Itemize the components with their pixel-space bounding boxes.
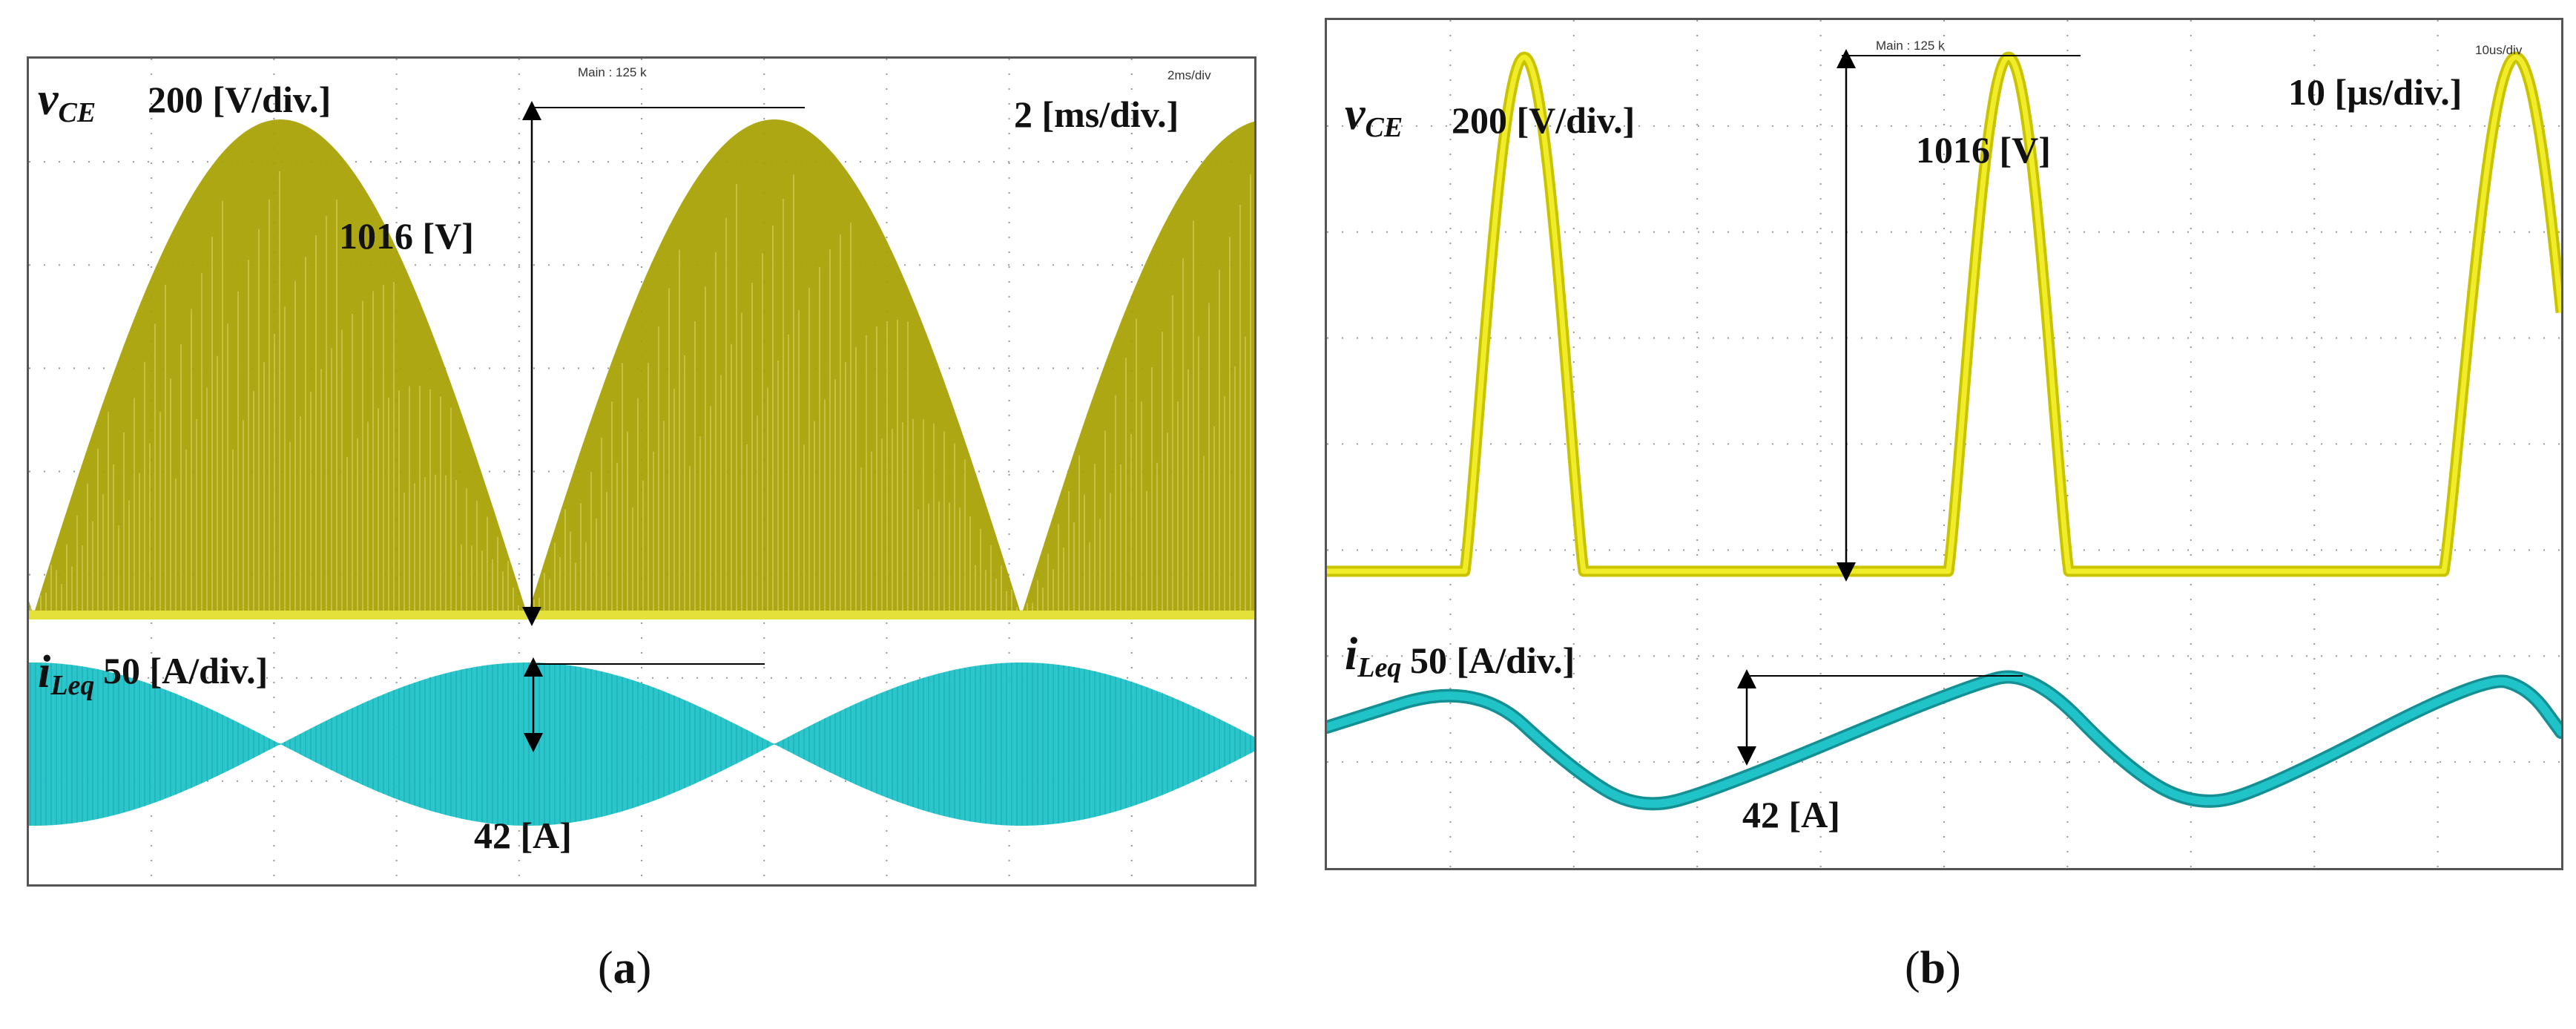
ileq-symbol-sub-b: Leq	[1357, 652, 1402, 683]
ileq-peak-label-b: 42 [A]	[1742, 794, 1840, 835]
ileq-scale-label-a: 50 [A/div.]	[103, 650, 269, 691]
scope-panel-b: Main : 125 k 10us/div vCE 200 [V/div.] 1…	[1325, 18, 2563, 870]
caption-a-letter: a	[613, 943, 636, 993]
timebase-label-b: 10 [µs/div.]	[2288, 71, 2463, 113]
ileq-envelope-a	[29, 663, 1254, 826]
ileq-symbol-base-b: i	[1345, 629, 1358, 680]
vce-symbol-base-a: v	[38, 74, 59, 125]
vce-symbol-sub-b: CE	[1365, 112, 1403, 143]
vce-trace-b	[1327, 54, 2561, 574]
vce-scale-label-b: 200 [V/div.]	[1452, 99, 1635, 141]
vce-envelope-a	[29, 119, 1254, 615]
caption-a: (a)	[598, 943, 652, 993]
vce-scale-label-a: 200 [V/div.]	[148, 79, 332, 120]
ileq-symbol-a: iLeq	[38, 649, 94, 700]
caption-b: (b)	[1905, 943, 1961, 993]
scope-screen-b	[1327, 20, 2561, 868]
vce-baseline-a	[29, 611, 1254, 619]
caption-b-letter: b	[1920, 943, 1946, 993]
vce-peak-label-a: 1016 [V]	[339, 215, 474, 257]
ileq-switching-a	[30, 663, 1251, 826]
scope-screen-a	[29, 59, 1254, 884]
vce-symbol-base-b: v	[1345, 89, 1366, 139]
ileq-peak-label-a: 42 [A]	[474, 815, 572, 856]
vce-symbol-b: vCE	[1345, 91, 1403, 142]
vce-symbol-sub-a: CE	[58, 97, 96, 128]
vce-peak-label-b: 1016 [V]	[1916, 129, 2051, 171]
header-text-b: Main : 125 k	[1876, 39, 1945, 53]
ileq-symbol-sub-a: Leq	[50, 670, 95, 701]
ileq-symbol-base-a: i	[38, 647, 51, 697]
ileq-symbol-b: iLeq	[1345, 631, 1401, 682]
header-text-a: Main : 125 k	[578, 65, 647, 79]
timebase-small-a: 2ms/div	[1167, 68, 1211, 82]
scope-panel-a: Main : 125 k 2ms/div vCE 200 [V/div.] 2 …	[27, 56, 1256, 887]
timebase-small-b: 10us/div	[2475, 43, 2523, 57]
vce-symbol-a: vCE	[38, 76, 96, 127]
timebase-label-a: 2 [ms/div.]	[1014, 93, 1179, 135]
ileq-scale-label-b: 50 [A/div.]	[1410, 640, 1575, 681]
vce-switching-a	[30, 171, 1251, 615]
ileq-trace-b	[1327, 673, 2561, 808]
